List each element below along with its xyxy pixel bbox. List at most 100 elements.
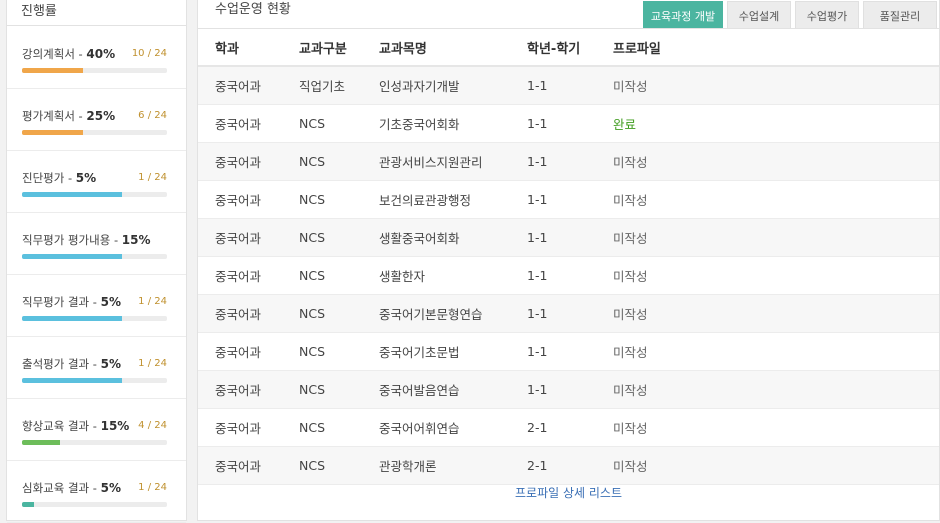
progress-item-label: 평가계획서 - 25%	[22, 108, 115, 124]
progress-item[interactable]: 직무평가 결과 - 5% 1 / 24	[7, 274, 186, 337]
profile-detail-list-link[interactable]: 프로파일 상세 리스트	[515, 486, 622, 500]
grade-semester-cell-text: 1-1	[527, 78, 548, 93]
table-row[interactable]: 중국어과 NCS 보건의료관광행정 1-1 미작성	[198, 180, 939, 219]
course-name-cell-text: 중국어발음연습	[379, 383, 460, 398]
department-cell: 중국어과	[198, 256, 299, 295]
course-type-cell-text: NCS	[299, 382, 326, 397]
department-cell-text: 중국어과	[215, 345, 262, 360]
progress-percent: 5%	[100, 357, 121, 371]
tab-class-evaluation[interactable]: 수업평가	[795, 1, 859, 28]
progress-bar	[22, 316, 167, 321]
profile-status-cell-text: 미작성	[613, 155, 648, 170]
course-type-cell: 직업기초	[299, 66, 379, 105]
profile-status-cell-text: 미작성	[613, 345, 648, 360]
table-row[interactable]: 중국어과 NCS 생활중국어회화 1-1 미작성	[198, 218, 939, 257]
table-row[interactable]: 중국어과 NCS 기초중국어회화 1-1 완료	[198, 104, 939, 143]
progress-percent: 25%	[86, 109, 116, 123]
course-type-cell-text: NCS	[299, 116, 326, 131]
profile-status-cell[interactable]: 미작성	[613, 66, 939, 105]
course-type-cell-text: 직업기초	[299, 79, 346, 94]
course-type-cell: NCS	[299, 408, 379, 447]
department-cell: 중국어과	[198, 294, 299, 333]
profile-status-cell-text: 미작성	[613, 193, 648, 208]
department-cell: 중국어과	[198, 180, 299, 219]
progress-count: 1 / 24	[138, 172, 167, 183]
progress-bar-fill	[22, 440, 60, 445]
progress-item-label: 심화교육 결과 - 5%	[22, 480, 121, 496]
column-header-department[interactable]: 학과	[198, 29, 299, 67]
profile-status-cell[interactable]: 미작성	[613, 256, 939, 295]
progress-bar	[22, 130, 167, 135]
table-row[interactable]: 중국어과 NCS 생활한자 1-1 미작성	[198, 256, 939, 295]
grade-semester-cell: 1-1	[527, 332, 613, 371]
progress-label-text: 직무평가 평가내용 -	[22, 233, 122, 247]
profile-status-cell[interactable]: 미작성	[613, 218, 939, 257]
tab-quality-management[interactable]: 품질관리	[863, 1, 937, 28]
progress-count: 6 / 24	[138, 110, 167, 121]
grade-semester-cell-text: 2-1	[527, 420, 548, 435]
profile-status-cell[interactable]: 미작성	[613, 408, 939, 447]
progress-item-label: 향상교육 결과 - 15%	[22, 418, 129, 434]
profile-status-cell[interactable]: 미작성	[613, 142, 939, 181]
progress-bar-fill	[22, 68, 83, 73]
progress-label-text: 평가계획서 -	[22, 109, 87, 123]
course-type-cell-text: NCS	[299, 344, 326, 359]
progress-item[interactable]: 향상교육 결과 - 15% 4 / 24	[7, 398, 186, 461]
progress-percent: 5%	[100, 481, 121, 495]
progress-bar	[22, 502, 167, 507]
column-header-grade-semester[interactable]: 학년-학기	[527, 29, 613, 67]
progress-bar-fill	[22, 502, 34, 507]
grade-semester-cell: 1-1	[527, 294, 613, 333]
course-type-cell: NCS	[299, 294, 379, 333]
progress-item-label: 출석평가 결과 - 5%	[22, 356, 121, 372]
grade-semester-cell-text: 1-1	[527, 268, 548, 283]
table-header-row: 학과 교과구분 교과목명 학년-학기 프로파일	[198, 29, 939, 67]
column-header-course-name[interactable]: 교과목명	[379, 29, 527, 67]
grade-semester-cell-text: 1-1	[527, 154, 548, 169]
course-type-cell: NCS	[299, 332, 379, 371]
profile-status-cell[interactable]: 미작성	[613, 370, 939, 409]
grade-semester-cell-text: 1-1	[527, 230, 548, 245]
progress-item[interactable]: 출석평가 결과 - 5% 1 / 24	[7, 336, 186, 399]
table-row[interactable]: 중국어과 NCS 중국어어휘연습 2-1 미작성	[198, 408, 939, 447]
course-type-cell: NCS	[299, 180, 379, 219]
profile-status-cell[interactable]: 미작성	[613, 294, 939, 333]
profile-status-cell-text: 미작성	[613, 269, 648, 284]
profile-status-cell[interactable]: 미작성	[613, 332, 939, 371]
course-type-cell: NCS	[299, 142, 379, 181]
tab-curriculum-development[interactable]: 교육과정 개발	[643, 1, 723, 28]
progress-percent: 40%	[86, 47, 116, 61]
table-row[interactable]: 중국어과 NCS 중국어기초문법 1-1 미작성	[198, 332, 939, 371]
course-name-cell: 관광학개론	[379, 446, 527, 485]
progress-item[interactable]: 심화교육 결과 - 5% 1 / 24	[7, 460, 186, 523]
grade-semester-cell: 1-1	[527, 66, 613, 105]
progress-item[interactable]: 평가계획서 - 25% 6 / 24	[7, 88, 186, 151]
progress-item[interactable]: 직무평가 평가내용 - 15%	[7, 212, 186, 275]
table-row[interactable]: 중국어과 NCS 관광학개론 2-1 미작성	[198, 446, 939, 485]
progress-percent: 15%	[100, 419, 130, 433]
progress-bar	[22, 254, 167, 259]
profile-status-cell-text: 미작성	[613, 79, 648, 94]
grade-semester-cell: 1-1	[527, 256, 613, 295]
tab-class-design[interactable]: 수업설계	[727, 1, 791, 28]
progress-item[interactable]: 강의계획서 - 40% 10 / 24	[7, 26, 186, 89]
table-row[interactable]: 중국어과 직업기초 인성과자기개발 1-1 미작성	[198, 66, 939, 105]
profile-status-cell-text: 미작성	[613, 231, 648, 246]
profile-status-cell[interactable]: 미작성	[613, 180, 939, 219]
table-row[interactable]: 중국어과 NCS 관광서비스지원관리 1-1 미작성	[198, 142, 939, 181]
profile-status-cell[interactable]: 미작성	[613, 446, 939, 485]
progress-item-label: 강의계획서 - 40%	[22, 46, 115, 62]
column-header-profile[interactable]: 프로파일	[613, 29, 939, 67]
profile-status-cell[interactable]: 완료	[613, 104, 939, 143]
progress-item[interactable]: 진단평가 - 5% 1 / 24	[7, 150, 186, 213]
course-type-cell-text: NCS	[299, 306, 326, 321]
course-name-cell: 관광서비스지원관리	[379, 142, 527, 181]
table-row[interactable]: 중국어과 NCS 중국어기본문형연습 1-1 미작성	[198, 294, 939, 333]
table-row[interactable]: 중국어과 NCS 중국어발음연습 1-1 미작성	[198, 370, 939, 409]
column-header-course-type[interactable]: 교과구분	[299, 29, 379, 67]
department-cell-text: 중국어과	[215, 383, 262, 398]
progress-percent: 5%	[75, 171, 97, 185]
progress-label-text: 심화교육 결과 -	[22, 481, 101, 495]
progress-label-text: 진단평가 -	[22, 171, 76, 185]
grade-semester-cell: 2-1	[527, 408, 613, 447]
